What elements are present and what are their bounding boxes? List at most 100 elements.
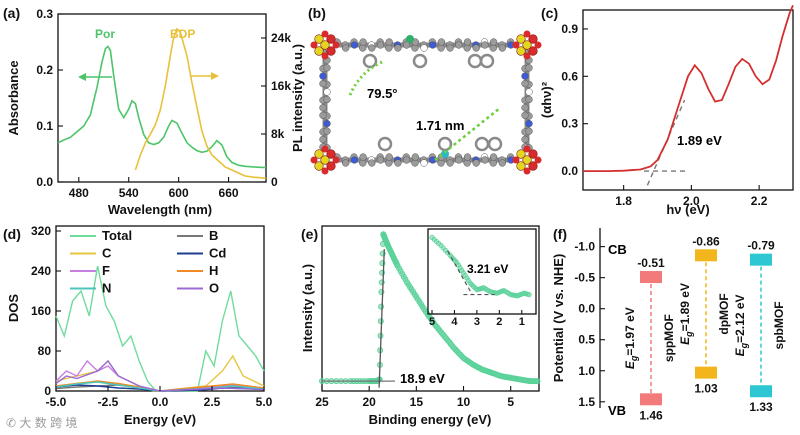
inset-x-tick-label: 4 [451,316,458,328]
watermark-text: 大 数 跨 境 [19,416,78,430]
panel-c-label: (c) [541,5,558,21]
legend-label-cd: Cd [209,246,226,261]
x-tick-label: 10 [457,395,471,409]
panel-e-frame [321,225,540,392]
panel-a-ylabel: Absorbance [6,60,21,135]
atom [376,156,385,164]
sppMOF-gap-value: =1.97 eV [623,307,637,355]
panel-e-x-ticks: 25 20 15 10 5 [315,386,514,409]
atom [385,38,393,46]
atom [323,88,331,96]
atom [437,38,446,46]
metal-cluster-atom [528,46,538,56]
atom [323,119,331,128]
legend-label-h: H [209,263,218,278]
inset-points [429,234,532,299]
panel-c-y-ticks: 0.0 0.3 0.6 0.9 [561,22,588,178]
legend: Total B C Cd F H N O [70,228,226,296]
y-tick-label: 0.3 [561,117,578,131]
atom [446,44,454,52]
x-tick-label: 2.5 [204,395,221,409]
x-tick-label: 600 [169,186,189,200]
distance-line [434,106,501,162]
y-tick-label: 1.0 [578,364,595,378]
atom [525,64,533,72]
eg-subscript: g [629,355,639,362]
panel-d-y-ticks: 0 80 160 240 320 [31,224,61,398]
spbMOF-gap-label: Eg=2.12 eV [733,295,749,357]
y2-tick-label: 16k [271,79,291,93]
sppMOF-name: sppMOF [662,314,676,362]
right-arrow-head [211,72,219,80]
x-tick-label: 660 [219,186,239,200]
x-tick-label: -2.5 [98,395,119,409]
metal-cluster-atom [516,46,526,56]
atom [446,159,454,167]
atom [472,44,480,52]
panel-c-ylabel: (αhν)² [539,81,554,118]
atom [455,41,463,49]
atom [521,111,529,119]
x-tick-label: 2.0 [683,194,700,208]
sppMOF-gap-label: Eg=1.97 eV [623,307,639,369]
y2-tick-label: 8k [271,127,285,141]
panel-e-label: (e) [301,226,318,242]
legend-label-n: N [102,281,111,296]
atom [521,135,529,144]
panel-a-y2-ticks: 0 8k 16k 24k [261,31,291,189]
x-tick-label: 2.2 [751,194,768,208]
dos-series [55,265,265,392]
y-tick-label: 80 [38,344,52,358]
panel-d-label: (d) [3,226,21,242]
atom [323,127,331,135]
x-tick-label: 540 [119,186,139,200]
atom [342,44,350,52]
spbMOF-cb-value: -0.79 [747,239,775,253]
sppMOF-vb-value: 1.46 [639,408,663,422]
inset-x-ticks: 5 4 3 2 1 [429,310,525,328]
atom [481,156,489,164]
y-tick-label: 0.0 [36,175,53,189]
vb-label: VB [608,403,626,418]
panel-b-label: (b) [308,5,326,21]
atom [429,41,437,49]
inset-x-tick-label: 3 [474,316,480,328]
sppMOF-vb-bar [640,393,662,406]
legend-label-b: B [209,228,218,243]
phenyl-ring [487,136,503,152]
metal-cluster-atom [516,161,526,171]
y-tick-label: 0.0 [578,302,595,316]
atom [463,153,472,161]
y2-tick-label: 24k [271,31,291,45]
oxygen-atom [523,145,531,153]
panel-a-y2label: PL intensity (a.u.) [290,44,305,152]
atom [402,41,411,49]
x-tick-label: -5.0 [46,395,67,409]
left-arrow-head [78,73,86,81]
watermark-icon: ✆ [6,416,17,430]
x-tick-label: 5 [507,395,514,409]
panel-e-xlabel: Binding energy (eV) [369,412,492,427]
y-tick-label: 320 [31,224,51,238]
atom [498,159,506,167]
dpMOF-vb-value: 1.03 [694,382,718,396]
angle-label: 79.5° [367,86,398,101]
panel-f-label: (f) [553,226,567,242]
oxygen-atom [332,156,340,164]
metal-cluster-atom [516,34,526,44]
legend-label-total: Total [102,228,132,243]
atom [525,95,533,104]
dos-o-line [55,359,265,392]
atom [521,104,529,112]
dpMOF-gap-value: =1.89 eV [678,283,692,331]
distance-label: 1.71 nm [416,118,464,133]
atom [481,41,489,49]
y-tick-label: 0.2 [36,63,53,77]
metal-cluster-atom [516,149,526,159]
oxygen-atom [321,145,329,153]
molecular-framework [310,30,542,175]
spbMOF-gap-value: =2.12 eV [733,295,747,343]
atom [319,72,327,80]
inset-x-tick-label: 5 [429,316,435,328]
dpMOF-gap-label: Eg=1.89 eV [678,283,694,345]
